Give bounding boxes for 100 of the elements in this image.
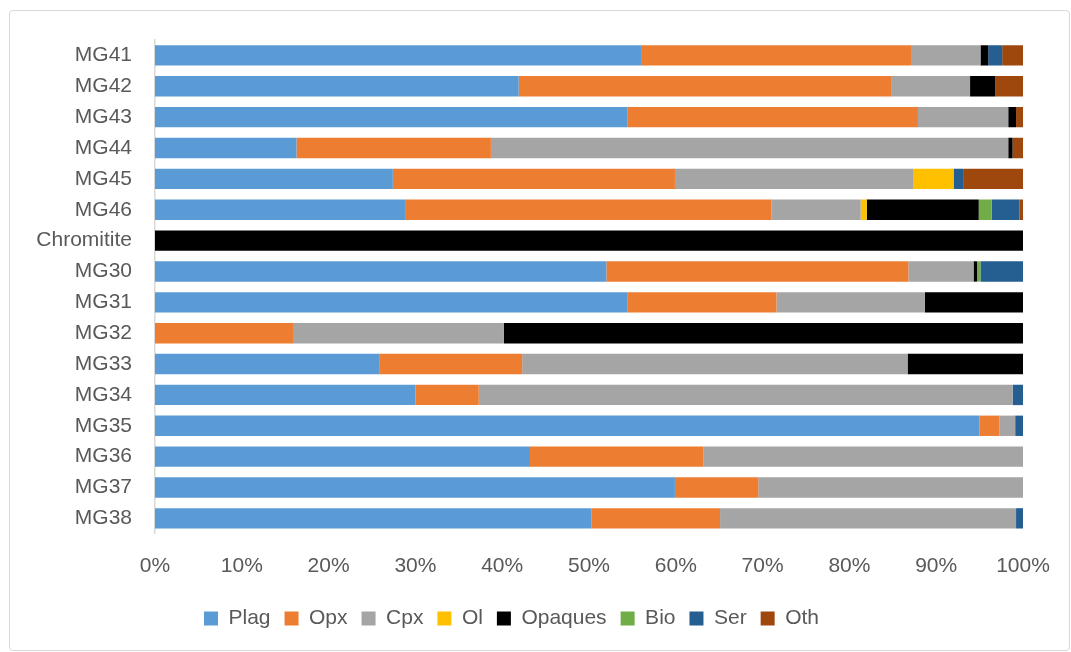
y-tick-label: MG42 xyxy=(74,73,132,97)
bar xyxy=(758,477,1023,498)
bar xyxy=(415,384,479,406)
legend-label: Bio xyxy=(645,605,676,629)
bar xyxy=(917,106,1009,128)
bar xyxy=(771,199,861,220)
bar xyxy=(155,508,592,529)
y-tick-label: MG32 xyxy=(74,319,132,343)
x-tick-label: 50% xyxy=(567,553,611,577)
bar xyxy=(776,292,925,313)
bar xyxy=(953,168,964,190)
y-tick-label: MG34 xyxy=(74,381,133,405)
bar xyxy=(720,508,1017,529)
y-tick-label: MG45 xyxy=(74,165,132,189)
bar xyxy=(963,168,1023,190)
x-tick-label: 20% xyxy=(307,553,350,577)
bar xyxy=(860,199,867,220)
bar xyxy=(155,415,980,436)
bar xyxy=(913,168,954,190)
bar xyxy=(155,45,642,66)
bar xyxy=(155,199,406,220)
y-tick-label: MG33 xyxy=(74,350,132,374)
y-tick-label: MG46 xyxy=(74,196,132,220)
legend-label: Ol xyxy=(461,605,483,629)
bar xyxy=(980,261,1023,282)
bar xyxy=(980,45,989,66)
bar xyxy=(606,261,909,282)
bar xyxy=(970,76,996,97)
bar xyxy=(891,76,971,97)
bar xyxy=(1012,384,1023,406)
bar xyxy=(155,292,628,313)
x-tick-label: 0% xyxy=(139,553,171,577)
x-tick-label: 60% xyxy=(654,553,697,577)
bar xyxy=(641,45,912,66)
bar xyxy=(991,199,1020,220)
y-tick-label: MG38 xyxy=(74,505,132,529)
bar xyxy=(674,477,759,498)
bar xyxy=(155,168,393,190)
bar xyxy=(1016,508,1023,529)
x-tick-label: 70% xyxy=(741,553,784,577)
bar xyxy=(518,76,892,97)
bar xyxy=(979,415,1000,436)
bar xyxy=(392,168,675,190)
y-tick-label: MG30 xyxy=(74,258,132,282)
bar xyxy=(529,446,704,467)
bar xyxy=(674,168,914,190)
bar xyxy=(155,446,530,467)
bar xyxy=(405,199,772,220)
legend-label: Opaques xyxy=(521,605,607,629)
y-tick-label: MG36 xyxy=(74,443,132,467)
y-tick-label: MG37 xyxy=(74,474,132,498)
bar xyxy=(978,199,992,220)
bar xyxy=(999,415,1016,436)
y-tick-label: Chromitite xyxy=(36,227,132,251)
y-tick-label: MG43 xyxy=(74,103,132,127)
bar xyxy=(478,384,1013,406)
bar xyxy=(591,508,721,529)
bar xyxy=(155,76,519,97)
legend-label: Ser xyxy=(713,605,747,629)
bar xyxy=(911,45,981,66)
x-tick-label: 10% xyxy=(220,553,263,577)
x-tick-label: 30% xyxy=(394,553,437,577)
bar xyxy=(155,384,416,406)
bar xyxy=(293,323,504,344)
bar xyxy=(1012,137,1023,159)
x-tick-label: 80% xyxy=(828,553,871,577)
bar xyxy=(155,261,607,282)
bar xyxy=(155,106,628,128)
bar xyxy=(1016,106,1023,128)
bar xyxy=(924,292,1023,313)
legend-label: Plag xyxy=(228,605,271,629)
bar xyxy=(1008,137,1013,159)
bar xyxy=(1002,45,1023,66)
bar xyxy=(995,76,1023,97)
bar xyxy=(155,323,294,344)
bar xyxy=(296,137,491,159)
bar xyxy=(379,353,523,375)
bar xyxy=(1008,106,1017,128)
bar xyxy=(866,199,979,220)
y-tick-label: MG31 xyxy=(74,289,132,313)
bar xyxy=(908,261,974,282)
bar xyxy=(155,353,380,375)
bar xyxy=(988,45,1003,66)
x-tick-label: 40% xyxy=(481,553,524,577)
bar xyxy=(503,323,1023,344)
bar xyxy=(155,230,1023,251)
y-tick-label: MG41 xyxy=(74,42,132,66)
bar xyxy=(490,137,1009,159)
bar xyxy=(907,353,1023,375)
y-tick-label: MG44 xyxy=(74,134,133,158)
bar xyxy=(522,353,908,375)
bar xyxy=(627,292,777,313)
legend-label: Oth xyxy=(785,605,820,629)
bar xyxy=(703,446,1023,467)
legend-label: Cpx xyxy=(386,605,424,629)
y-tick-label: MG35 xyxy=(74,412,132,436)
bar xyxy=(1015,415,1023,436)
legend-label: Opx xyxy=(309,605,349,629)
bar xyxy=(155,477,675,498)
bar xyxy=(155,137,297,159)
